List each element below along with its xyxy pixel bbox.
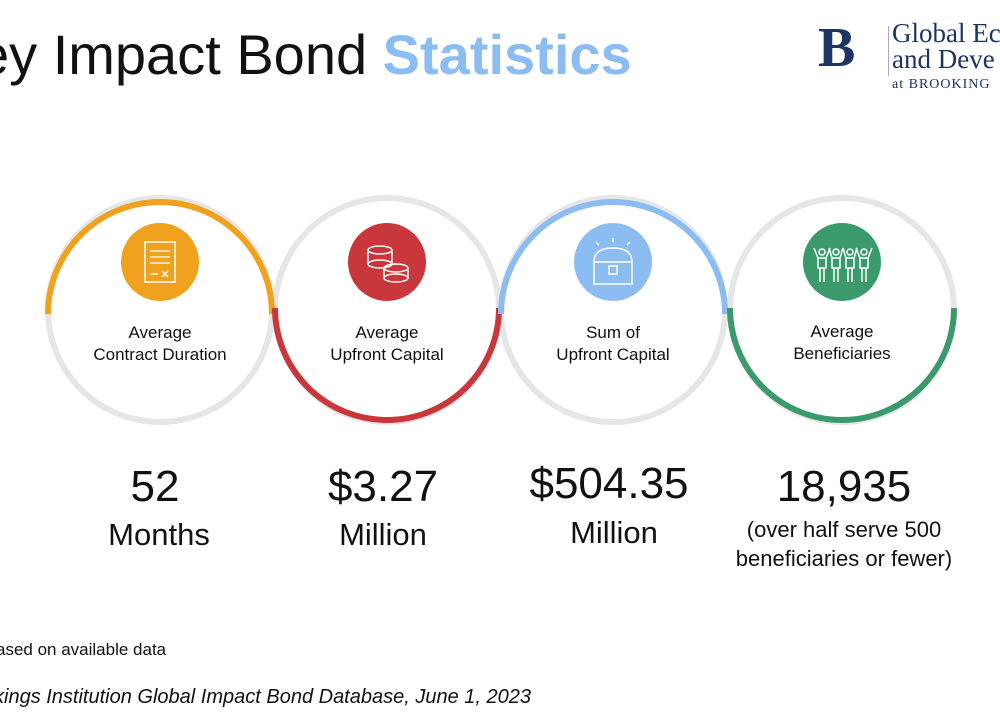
stat-unit-duration: Months: [108, 517, 210, 552]
logo-line3: at BROOKING: [892, 77, 991, 92]
logo-line1: Global Ec: [892, 18, 1000, 48]
coins-icon: [348, 223, 426, 301]
ring-arc-orange: [45, 199, 275, 315]
logo-mark: B: [818, 17, 856, 79]
label-line: Upfront Capital: [330, 345, 444, 364]
stat-value-beneficiaries: 18,935: [776, 462, 912, 511]
page-title: ey Impact Bond Statistics: [0, 22, 632, 87]
stat-label-duration: Average Contract Duration: [60, 322, 260, 366]
source-citation: kings Institution Global Impact Bond Dat…: [0, 686, 532, 708]
label-line: Average: [810, 322, 874, 341]
stat-note-beneficiaries: (over half serve 500 beneficiaries or few…: [694, 515, 994, 573]
brookings-logo: B Global Ec and Deve at BROOKING: [818, 16, 1000, 96]
stat-unit-avg-capital: Million: [339, 517, 427, 552]
ring-arc-red: [272, 307, 502, 423]
label-line: Upfront Capital: [556, 345, 670, 364]
stat-label-beneficiaries: Average Beneficiaries: [742, 321, 942, 365]
ring-arc-blue: [498, 199, 728, 315]
footnote: ased on available data: [0, 640, 167, 659]
people-icon: [803, 223, 881, 301]
title-text: ey Impact Bond: [0, 23, 383, 86]
label-line: Average: [355, 323, 419, 342]
contract-icon: [121, 223, 199, 301]
note-line: beneficiaries or fewer): [735, 546, 953, 571]
stat-unit-sum-capital: Million: [570, 515, 658, 550]
logo-divider: [888, 26, 889, 76]
label-line: Sum of: [586, 323, 640, 342]
label-line: Average: [128, 323, 192, 342]
stat-value-avg-capital: $3.27: [327, 462, 439, 511]
stat-value-sum-capital: $504.35: [529, 459, 689, 508]
label-line: Beneficiaries: [793, 344, 891, 363]
stat-value-duration: 52: [130, 462, 180, 511]
logo-line2: and Deve: [892, 44, 995, 74]
note-line: (over half serve 500: [746, 517, 942, 542]
stat-label-avg-capital: Average Upfront Capital: [287, 322, 487, 366]
label-line: Contract Duration: [93, 345, 227, 364]
ring-arc-green: [727, 307, 957, 423]
treasure-chest-icon: [574, 223, 652, 301]
title-highlight: Statistics: [382, 23, 632, 86]
stat-label-sum-capital: Sum of Upfront Capital: [513, 322, 713, 366]
